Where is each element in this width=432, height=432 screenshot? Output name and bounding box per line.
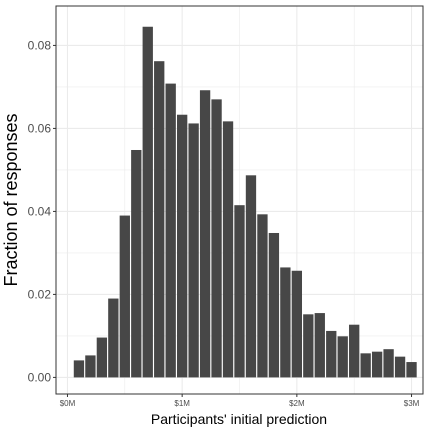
histogram-bar bbox=[314, 313, 325, 378]
x-axis-title: Participants' initial prediction bbox=[151, 411, 327, 427]
histogram-bar bbox=[245, 175, 257, 378]
histogram-bar bbox=[199, 90, 211, 378]
histogram-bars bbox=[73, 26, 417, 378]
histogram-bar bbox=[291, 270, 303, 378]
histogram-bar bbox=[131, 149, 142, 378]
histogram-bar bbox=[188, 123, 199, 378]
histogram-bar bbox=[326, 330, 337, 378]
y-tick-label: 0.06 bbox=[28, 121, 52, 135]
y-tick-label: 0.04 bbox=[28, 204, 52, 218]
y-axis-title: Fraction of responses bbox=[1, 113, 21, 286]
histogram-bar bbox=[360, 353, 371, 378]
y-tick-label: 0.08 bbox=[28, 38, 52, 52]
histogram-bar bbox=[222, 121, 234, 378]
histogram-bar bbox=[383, 349, 394, 378]
histogram-bar bbox=[234, 205, 245, 378]
x-tick-label: $1M bbox=[174, 399, 190, 408]
x-tick-label: $3M bbox=[404, 399, 420, 408]
x-axis-ticks: $0M $1M $2M $3M bbox=[60, 394, 420, 408]
histogram-bar bbox=[406, 362, 417, 378]
histogram-bar bbox=[176, 114, 188, 378]
x-tick-label: $2M bbox=[289, 399, 305, 408]
histogram-bar bbox=[165, 83, 176, 378]
histogram-bar bbox=[349, 324, 360, 378]
y-tick-label: 0.00 bbox=[28, 370, 52, 384]
y-axis-ticks: 0.00 0.02 0.04 0.06 0.08 bbox=[28, 38, 56, 384]
histogram-bar bbox=[394, 356, 406, 378]
panel-border bbox=[55, 5, 424, 395]
histogram-bar bbox=[303, 314, 314, 378]
histogram-bar bbox=[108, 298, 119, 378]
histogram-bar bbox=[119, 215, 130, 378]
y-tick-label: 0.02 bbox=[28, 287, 52, 301]
histogram-bar bbox=[85, 355, 96, 378]
x-tick-label: $0M bbox=[60, 399, 76, 408]
histogram-bar bbox=[257, 214, 268, 378]
histogram-bar bbox=[268, 232, 280, 378]
histogram-bar bbox=[280, 267, 291, 378]
histogram-bar bbox=[371, 351, 383, 378]
histogram-bar bbox=[337, 336, 348, 378]
histogram-bar bbox=[211, 99, 222, 378]
histogram-bar bbox=[73, 360, 85, 378]
histogram-bar bbox=[154, 61, 165, 378]
histogram-bar bbox=[96, 337, 108, 378]
histogram-bar bbox=[142, 26, 153, 378]
